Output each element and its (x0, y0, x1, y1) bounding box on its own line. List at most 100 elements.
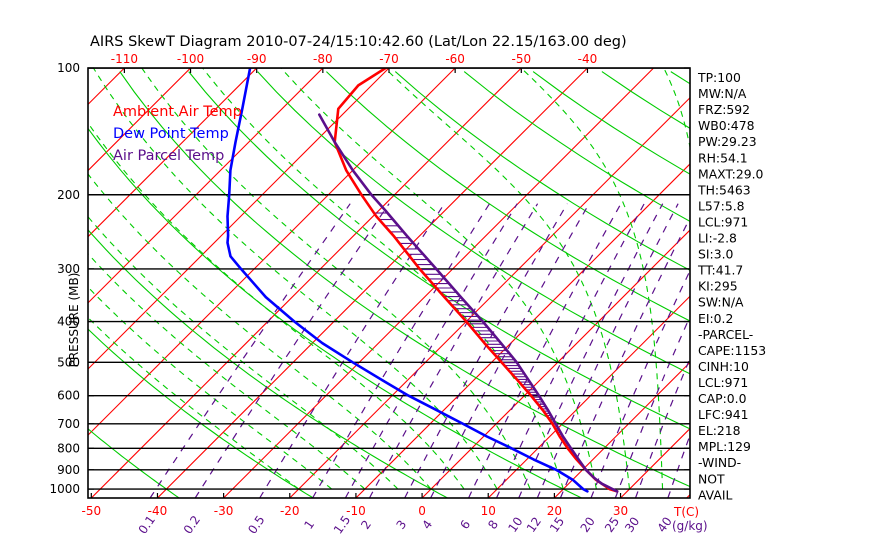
top-temp-ticks: -110 -100 -90 -80 -70 -60 -50 -40 (111, 52, 597, 73)
saturated-adiabat (384, 68, 631, 490)
sounding-trace-dew-point-temp (226, 68, 589, 493)
isotherm (90, 68, 522, 498)
dry-adiabat (326, 71, 690, 322)
tick-label: -90 (247, 52, 267, 66)
mixing-ratio-line (404, 203, 568, 498)
parameter-25: NOT (698, 471, 725, 486)
tick-label: 900 (57, 463, 80, 477)
isotherm (88, 68, 324, 304)
parameter-22: EL:218 (698, 423, 741, 438)
plot-area (87, 67, 691, 499)
mixing-ratio-line (368, 203, 539, 498)
isotherm (157, 68, 588, 498)
saturated-adiabat (88, 316, 300, 490)
mixing-ratio-line (149, 203, 351, 498)
parameter-7: TH:5463 (697, 182, 751, 197)
parameter-20: CAP:0.0 (698, 391, 747, 406)
isotherm (88, 68, 456, 436)
mixing-ratio-line (559, 216, 690, 498)
mixing-ratio-line (430, 203, 590, 498)
mixing-ratio-line (614, 315, 690, 498)
tick-label: -70 (379, 52, 399, 66)
dry-adiabat (88, 229, 448, 498)
parameter-10: LI:-2.8 (698, 231, 737, 246)
legend-item-1: Dew Point Temp (113, 126, 229, 142)
tick-label: -50 (82, 504, 102, 518)
parameter-panel: TP:100MW:N/AFRZ:592WB0:478PW:29.23RH:54.… (697, 70, 766, 502)
parameter-23: MPL:129 (698, 439, 751, 454)
parameter-26: AVAIL (698, 487, 732, 502)
tick-label: 400 (57, 315, 80, 329)
sounding-trace-ambient-air-temp (333, 68, 619, 493)
legend-item-2: Air Parcel Temp (113, 148, 224, 164)
tick-label: 1000 (49, 482, 80, 496)
dry-adiabat (188, 71, 690, 430)
tick-label: -40 (148, 504, 168, 518)
dry-adiabat (119, 71, 690, 488)
parameter-4: PW:29.23 (698, 134, 757, 149)
isotherm (487, 295, 690, 498)
isotherm (88, 68, 258, 238)
mixing-ratio-line (590, 269, 690, 498)
parameter-3: WB0:478 (698, 118, 755, 133)
saturated-adiabat (88, 286, 333, 490)
tick-label: -80 (313, 52, 333, 66)
tick-label: -60 (445, 52, 465, 66)
mixing-ratio-line (259, 203, 445, 498)
dry-adiabat (88, 328, 314, 498)
parameter-2: FRZ:592 (698, 102, 750, 117)
chart-title: AIRS SkewT Diagram 2010-07-24/15:10:42.6… (90, 34, 627, 50)
saturated-adiabat (88, 215, 399, 490)
pressure-ticks: 100 200 300 400 500 600 700 800 900 1000 (49, 61, 690, 496)
saturated-adiabat (520, 68, 664, 490)
tick-label: 600 (57, 389, 80, 403)
tick-label: -10 (346, 504, 366, 518)
tick-label: 300 (57, 262, 80, 276)
saturated-adiabat (92, 68, 498, 490)
tick-label: 800 (57, 441, 80, 455)
tick-label: 20 (547, 504, 562, 518)
dry-adiabat (257, 71, 690, 375)
parameter-18: CINH:10 (698, 359, 749, 374)
bottom-temp-ticks: -50 -40 -30 -20 -10 0 10 20 30 (82, 493, 628, 518)
parameter-11: SI:3.0 (698, 247, 734, 262)
legend: Ambient Air Temp Dew Point Temp Air Parcel… (113, 104, 242, 164)
parameter-24: -WIND- (698, 455, 741, 470)
x-axis-temp-label: T(C) (673, 505, 699, 519)
tick-label: 30 (613, 504, 628, 518)
tick-label: 10 (481, 504, 496, 518)
isotherm (355, 163, 690, 498)
parameter-5: RH:54.1 (698, 150, 748, 165)
mixing-ratio-line (634, 356, 690, 498)
parameter-17: CAPE:1153 (698, 343, 766, 358)
mixing-ratio-line (518, 203, 664, 498)
parameter-6: MAXT:29.0 (698, 166, 764, 181)
parameter-13: KI:295 (698, 279, 738, 294)
isotherm (289, 96, 690, 498)
y-axis-label: PRESSURE (MB) (67, 273, 81, 368)
parameter-1: MW:N/A (698, 86, 747, 101)
parameter-16: -PARCEL- (698, 327, 753, 342)
isotherm (421, 229, 690, 498)
tick-label: 0 (418, 504, 426, 518)
tick-label: -50 (512, 52, 532, 66)
tick-label: 700 (57, 417, 80, 431)
tick-label: -20 (280, 504, 300, 518)
mixing-ratio-line (312, 203, 491, 498)
parameter-21: LFC:941 (698, 407, 749, 422)
sounding-trace-air-parcel-temp (318, 113, 619, 493)
isotherm (88, 68, 191, 172)
dry-adiabat (88, 428, 180, 498)
isotherm (88, 68, 390, 370)
dry-adiabat (394, 71, 690, 271)
mixing-ratio-line (536, 203, 679, 498)
parameter-15: EI:0.2 (698, 311, 733, 326)
mixing-ratio-line (194, 203, 390, 498)
parameter-12: TT:41.7 (697, 263, 743, 278)
isotherm (553, 361, 690, 498)
tick-label: 500 (57, 355, 80, 369)
x-axis-mixing-label: (g/kg) (672, 519, 708, 533)
saturated-adiabat (88, 253, 366, 490)
